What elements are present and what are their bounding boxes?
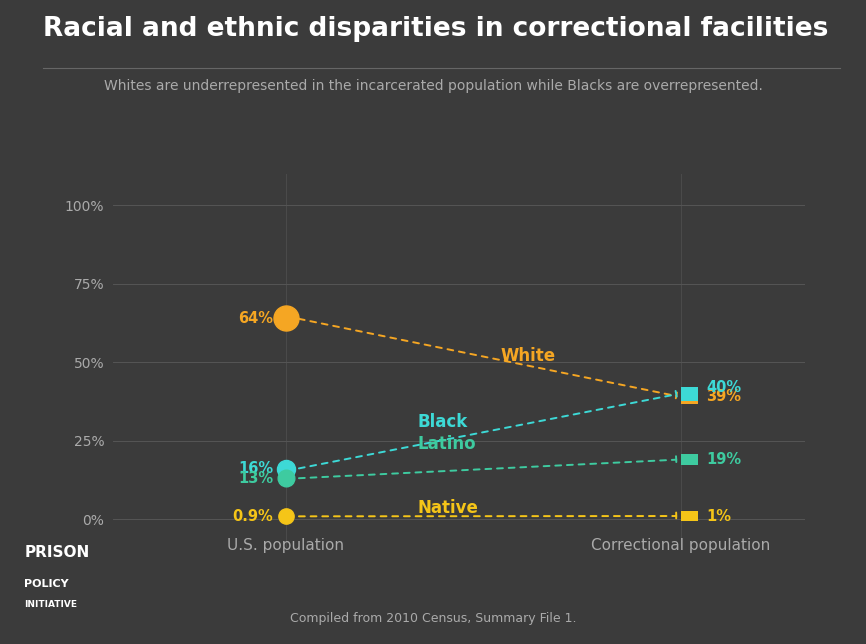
Bar	[681, 511, 698, 521]
Bar	[681, 454, 698, 465]
Text: 19%: 19%	[707, 452, 741, 467]
Bar	[681, 386, 698, 401]
Text: INITIATIVE: INITIATIVE	[24, 600, 77, 609]
Text: Native: Native	[417, 499, 478, 517]
Text: Compiled from 2010 Census, Summary File 1.: Compiled from 2010 Census, Summary File …	[290, 612, 576, 625]
Text: U.S. population: U.S. population	[227, 538, 345, 553]
Text: 0.9%: 0.9%	[233, 509, 274, 524]
Text: 64%: 64%	[238, 311, 274, 326]
Text: PRISON: PRISON	[24, 545, 89, 560]
Text: 16%: 16%	[238, 462, 274, 477]
Text: Racial and ethnic disparities in correctional facilities: Racial and ethnic disparities in correct…	[43, 16, 829, 42]
Text: POLICY: POLICY	[24, 579, 69, 589]
Text: White: White	[501, 347, 556, 365]
Text: 40%: 40%	[707, 380, 741, 395]
Text: 1%: 1%	[707, 509, 731, 524]
Text: 39%: 39%	[707, 389, 741, 404]
Text: Latino: Latino	[417, 435, 476, 453]
Text: 13%: 13%	[238, 471, 274, 486]
Text: Correctional population: Correctional population	[591, 538, 770, 553]
Bar	[681, 390, 698, 404]
Text: Whites are underrepresented in the incarcerated population while Blacks are over: Whites are underrepresented in the incar…	[104, 79, 762, 93]
Text: Black: Black	[417, 413, 468, 431]
